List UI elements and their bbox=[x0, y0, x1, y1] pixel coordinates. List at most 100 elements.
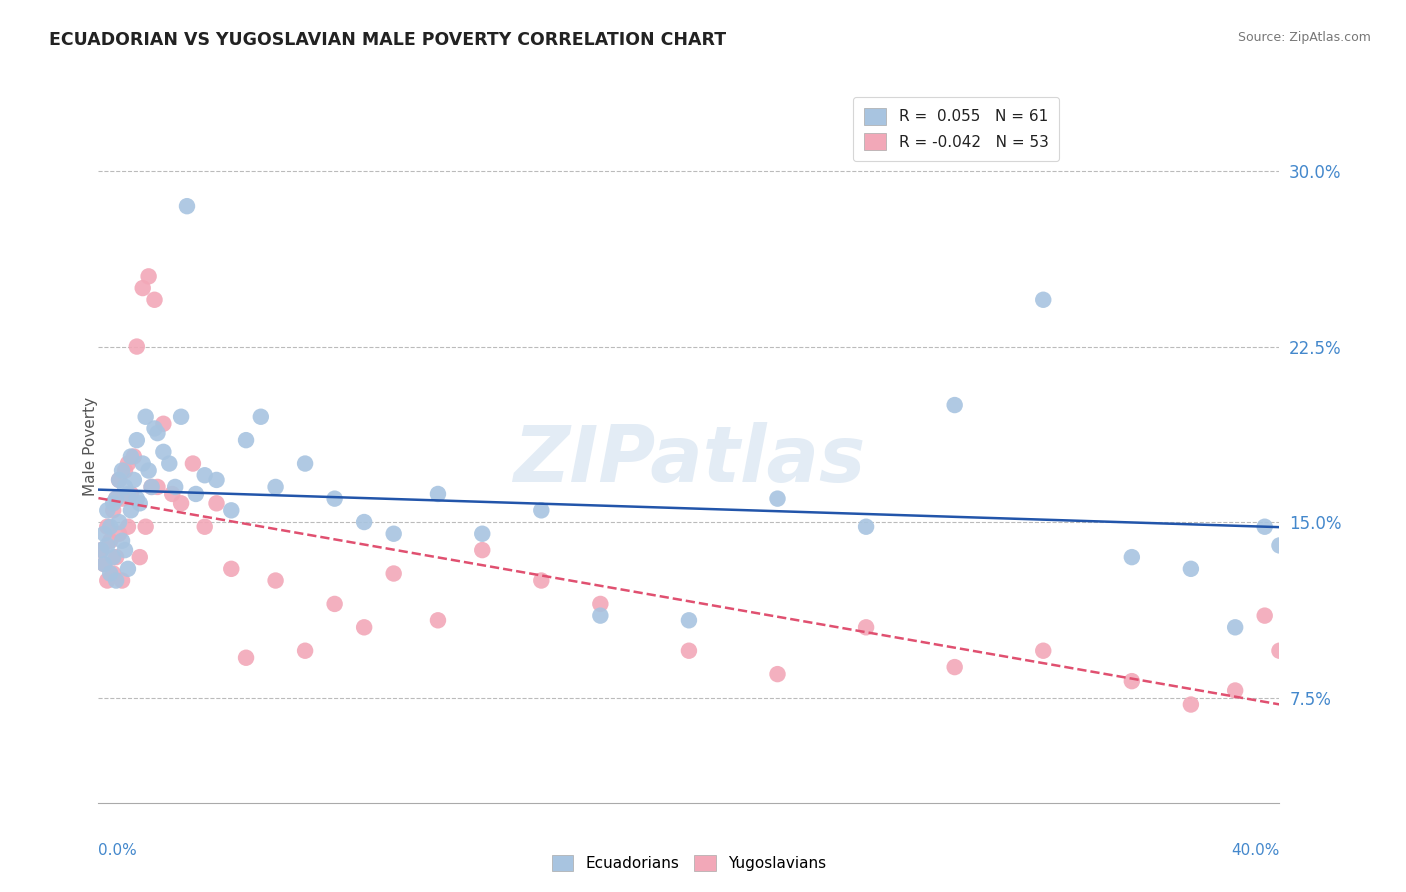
Point bbox=[194, 468, 217, 483]
Point bbox=[353, 620, 375, 634]
Point bbox=[855, 620, 877, 634]
Point bbox=[855, 519, 877, 533]
Point bbox=[471, 526, 494, 541]
Point bbox=[143, 421, 166, 435]
Point bbox=[96, 503, 118, 517]
Point bbox=[138, 464, 160, 478]
Point bbox=[141, 480, 163, 494]
Point bbox=[105, 491, 128, 506]
Point bbox=[90, 543, 112, 558]
Point bbox=[1268, 644, 1291, 658]
Point bbox=[135, 409, 157, 424]
Point bbox=[1180, 698, 1202, 712]
Point bbox=[1223, 620, 1246, 634]
Point bbox=[120, 450, 142, 464]
Point bbox=[125, 491, 148, 506]
Point bbox=[170, 496, 193, 510]
Point bbox=[1121, 674, 1143, 689]
Point bbox=[943, 660, 966, 674]
Point bbox=[125, 433, 148, 447]
Point bbox=[1032, 293, 1054, 307]
Point bbox=[105, 491, 128, 506]
Point bbox=[96, 519, 118, 533]
Point bbox=[323, 597, 346, 611]
Point bbox=[471, 543, 494, 558]
Point bbox=[143, 293, 166, 307]
Point bbox=[122, 450, 145, 464]
Point bbox=[152, 417, 174, 431]
Point bbox=[141, 480, 163, 494]
Point bbox=[157, 457, 180, 471]
Point bbox=[120, 487, 142, 501]
Point bbox=[117, 457, 139, 471]
Point bbox=[96, 574, 118, 588]
Point bbox=[184, 487, 207, 501]
Point bbox=[108, 526, 131, 541]
Point bbox=[1254, 608, 1277, 623]
Point bbox=[427, 487, 450, 501]
Point bbox=[98, 519, 121, 533]
Point bbox=[1254, 519, 1277, 533]
Point bbox=[103, 550, 125, 565]
Point bbox=[96, 538, 118, 552]
Point bbox=[235, 433, 257, 447]
Point bbox=[117, 519, 139, 533]
Text: Source: ZipAtlas.com: Source: ZipAtlas.com bbox=[1237, 31, 1371, 45]
Point bbox=[264, 480, 287, 494]
Point bbox=[103, 503, 125, 517]
Point bbox=[125, 340, 148, 354]
Point bbox=[93, 526, 115, 541]
Point bbox=[589, 608, 612, 623]
Point bbox=[589, 597, 612, 611]
Text: 0.0%: 0.0% bbox=[98, 843, 138, 858]
Text: ECUADORIAN VS YUGOSLAVIAN MALE POVERTY CORRELATION CHART: ECUADORIAN VS YUGOSLAVIAN MALE POVERTY C… bbox=[49, 31, 727, 49]
Point bbox=[678, 613, 700, 627]
Point bbox=[132, 457, 155, 471]
Point bbox=[98, 566, 121, 581]
Text: 40.0%: 40.0% bbox=[1232, 843, 1279, 858]
Point bbox=[1268, 538, 1291, 552]
Point bbox=[427, 613, 450, 627]
Point bbox=[353, 515, 375, 529]
Point bbox=[120, 503, 142, 517]
Y-axis label: Male Poverty: Male Poverty bbox=[83, 396, 97, 496]
Point bbox=[181, 457, 204, 471]
Point bbox=[90, 543, 112, 558]
Point bbox=[530, 574, 553, 588]
Point bbox=[114, 480, 136, 494]
Point bbox=[108, 515, 131, 529]
Point bbox=[135, 519, 157, 533]
Point bbox=[1180, 562, 1202, 576]
Point bbox=[128, 496, 150, 510]
Point bbox=[146, 426, 169, 441]
Point bbox=[382, 526, 405, 541]
Point bbox=[943, 398, 966, 412]
Point bbox=[294, 457, 316, 471]
Point bbox=[103, 496, 125, 510]
Point bbox=[766, 491, 789, 506]
Point bbox=[132, 281, 155, 295]
Point bbox=[1223, 683, 1246, 698]
Point bbox=[98, 533, 121, 548]
Point bbox=[117, 487, 139, 501]
Point bbox=[323, 491, 346, 506]
Point bbox=[294, 644, 316, 658]
Point bbox=[114, 464, 136, 478]
Point bbox=[108, 473, 131, 487]
Point bbox=[108, 473, 131, 487]
Point bbox=[382, 566, 405, 581]
Point bbox=[103, 566, 125, 581]
Point bbox=[176, 199, 198, 213]
Point bbox=[122, 473, 145, 487]
Point bbox=[219, 503, 242, 517]
Point bbox=[170, 409, 193, 424]
Point bbox=[152, 445, 174, 459]
Point bbox=[1032, 644, 1054, 658]
Point bbox=[678, 644, 700, 658]
Point bbox=[250, 409, 273, 424]
Point bbox=[165, 480, 187, 494]
Point bbox=[93, 557, 115, 571]
Point bbox=[766, 667, 789, 681]
Legend: R =  0.055   N = 61, R = -0.042   N = 53: R = 0.055 N = 61, R = -0.042 N = 53 bbox=[853, 97, 1059, 161]
Point bbox=[205, 496, 228, 510]
